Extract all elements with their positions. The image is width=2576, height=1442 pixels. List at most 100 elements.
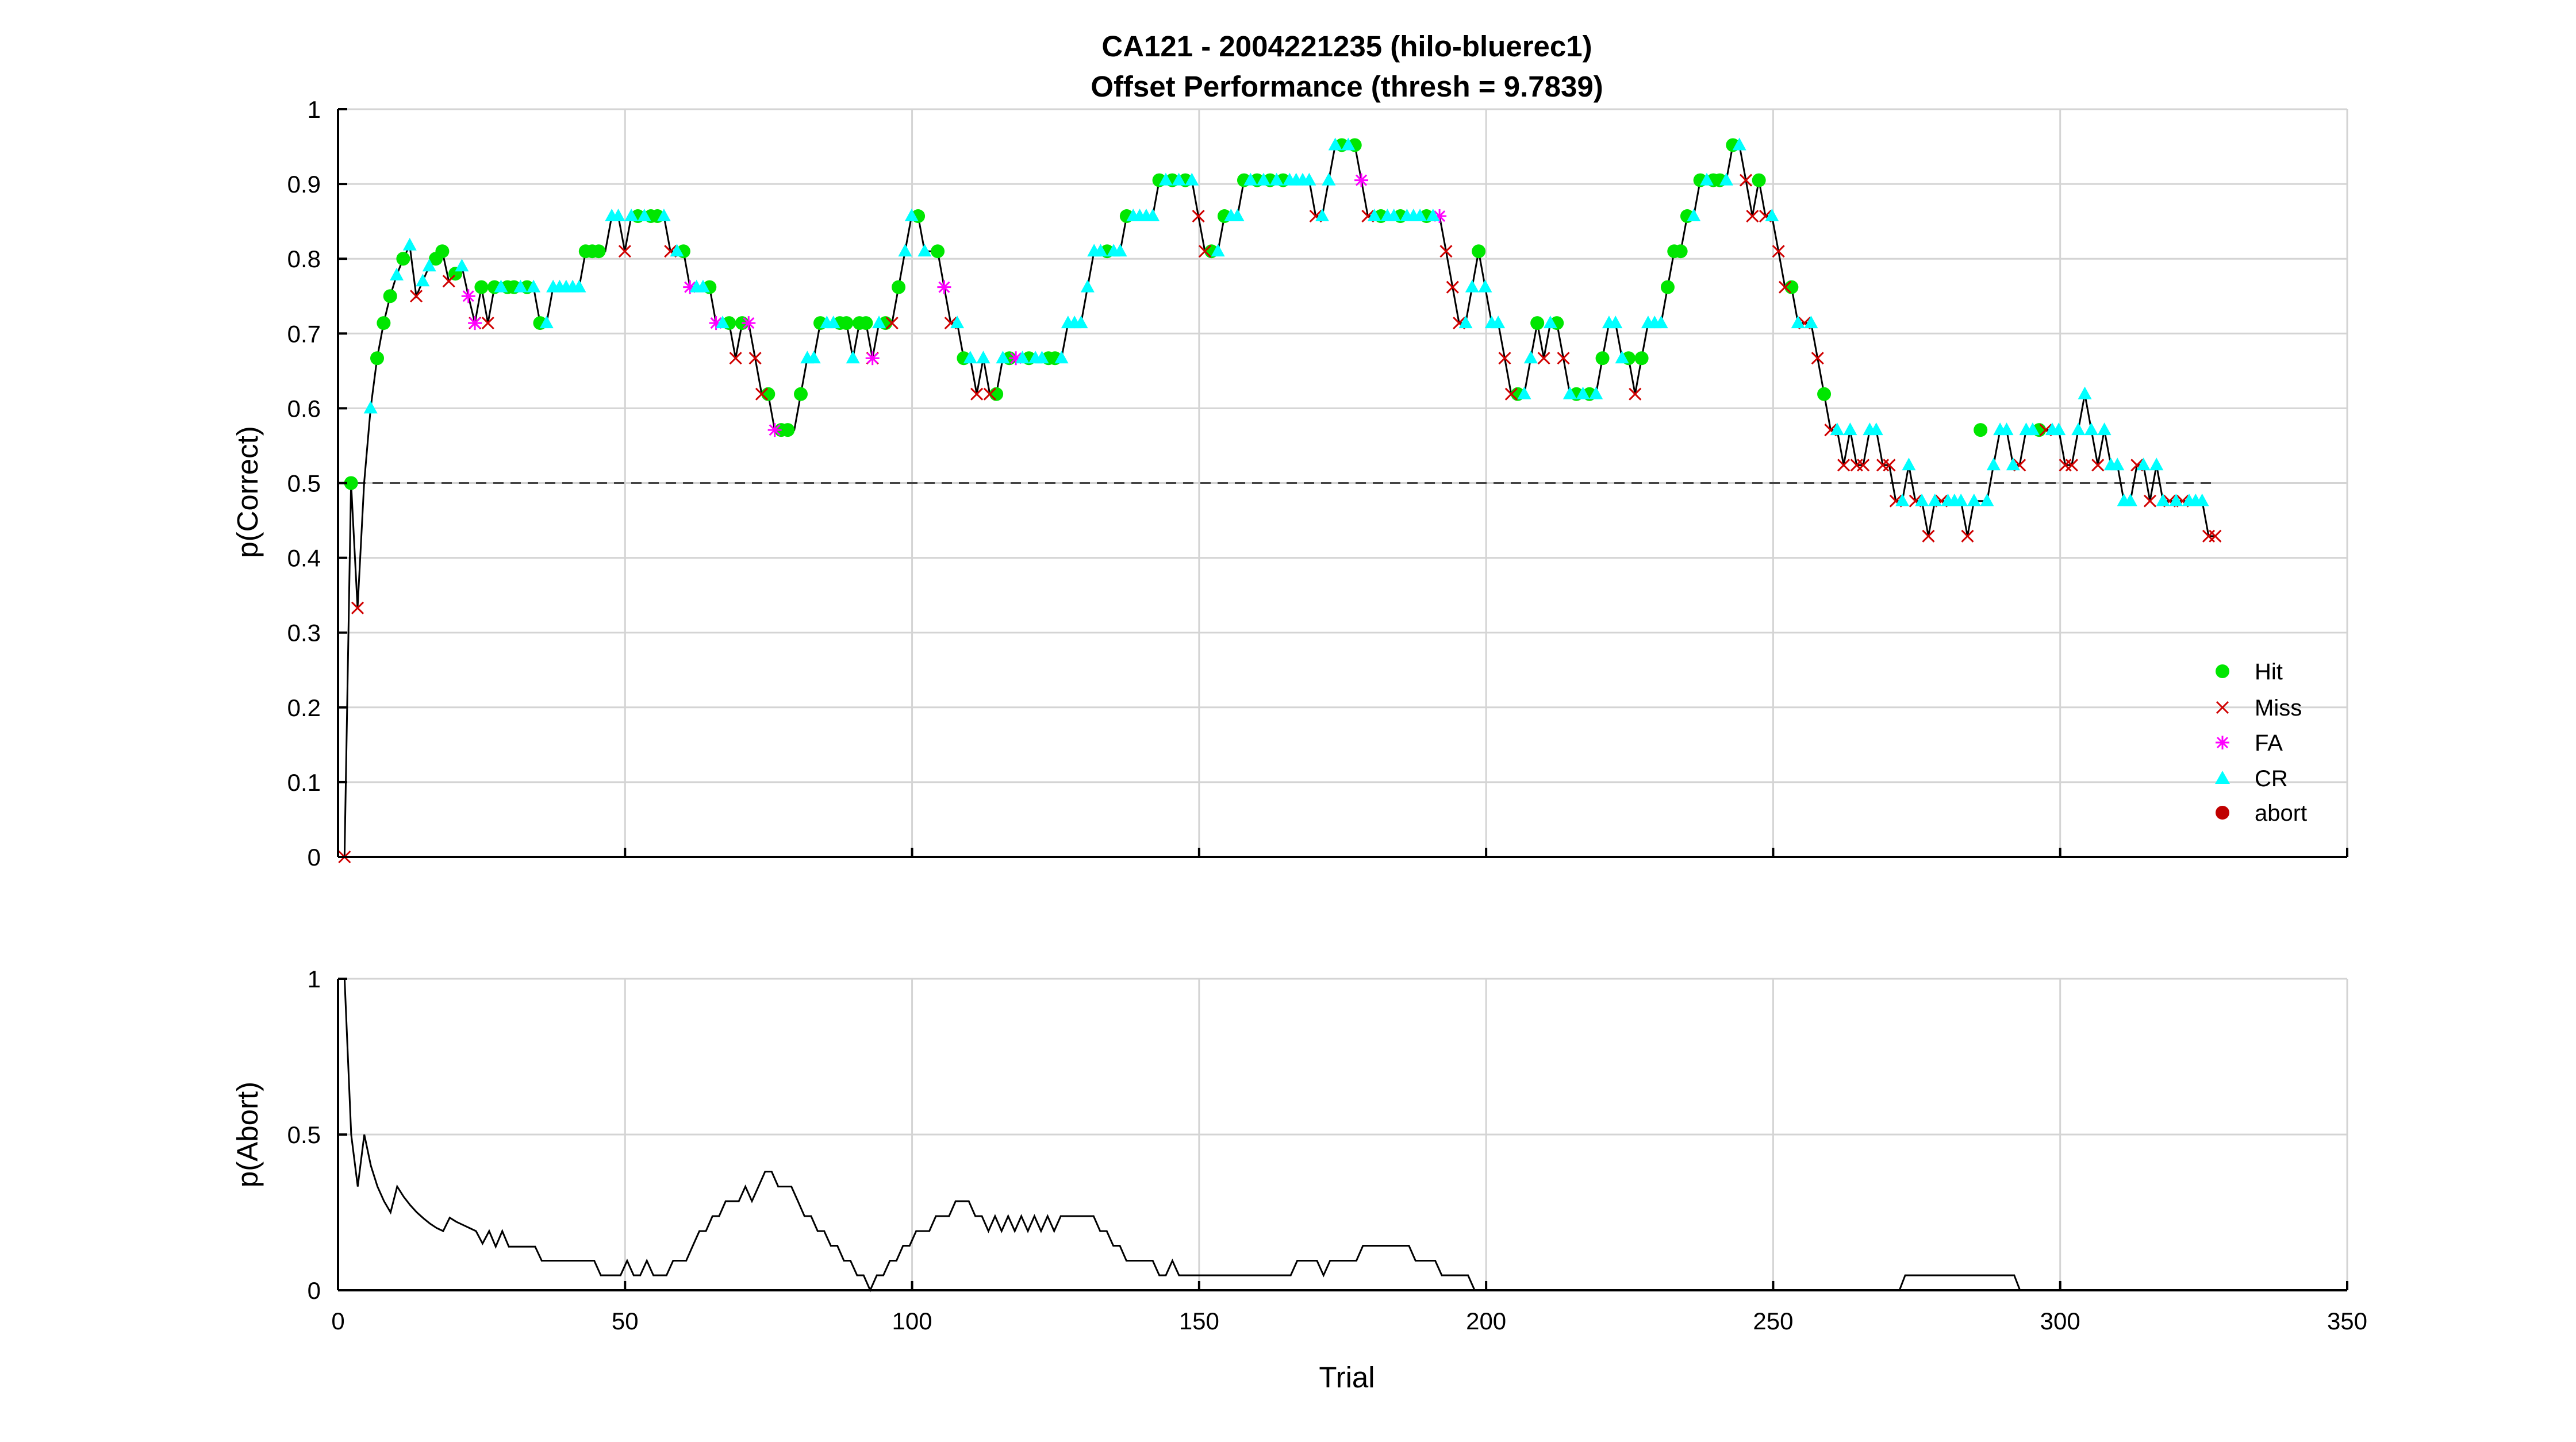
hit-point — [474, 280, 489, 294]
cr-point — [2006, 457, 2020, 471]
hit-point — [435, 244, 450, 259]
cr-point — [1015, 351, 1030, 364]
hit-point — [1752, 173, 1766, 187]
cr-point — [2169, 493, 2183, 506]
y-tick-label: 0 — [308, 1277, 321, 1304]
cr-point — [1830, 422, 1844, 436]
cr-point — [1256, 172, 1270, 186]
hit-point — [592, 244, 606, 259]
miss-point — [1746, 209, 1759, 223]
cr-point — [1054, 351, 1069, 364]
legend: Hit Miss FA CR abort — [2215, 659, 2307, 826]
fa-point — [742, 316, 756, 330]
cr-point — [1589, 386, 1603, 399]
cr-point — [996, 351, 1010, 364]
y-tick-label: 0.6 — [287, 395, 321, 422]
cr-point — [2025, 422, 2040, 436]
cr-point — [1113, 244, 1127, 257]
legend-abort-marker — [2216, 806, 2229, 820]
miss-point — [1439, 245, 1453, 258]
cr-point — [1719, 172, 1733, 186]
cr-point — [807, 351, 821, 364]
cr-point — [1185, 172, 1199, 186]
cr-point — [1035, 351, 1049, 364]
cr-point — [1243, 172, 1258, 186]
miss-point — [1739, 174, 1753, 187]
hit-point — [839, 316, 854, 330]
cr-point — [976, 351, 991, 364]
chart-subtitle: Offset Performance (thresh = 9.7839) — [1091, 70, 1603, 103]
cr-point — [1172, 172, 1186, 186]
x-tick-label: 0 — [331, 1308, 344, 1335]
cr-point — [1999, 422, 2014, 436]
miss-point — [970, 387, 984, 401]
cr-point — [963, 351, 977, 364]
hit-point — [761, 387, 776, 401]
cr-point — [1608, 316, 1623, 329]
hit-point — [1673, 244, 1688, 259]
y-tick-label: 0.3 — [287, 620, 321, 647]
top-y-axis-label: p(Correct) — [231, 426, 264, 558]
cr-point — [1517, 386, 1531, 399]
y-tick-label: 0.2 — [287, 694, 321, 721]
legend-item-abort: abort — [2216, 801, 2307, 826]
y-tick-label: 0.8 — [287, 245, 321, 272]
p-abort-line — [338, 978, 2021, 1293]
markers-cr — [363, 137, 2209, 506]
cr-point — [2149, 457, 2164, 471]
top-plot: 0 0.1 0.2 0.3 0.4 0.5 0.6 0.7 0.8 0.9 1 p(Correct) — [231, 96, 2348, 871]
hit-point — [931, 244, 945, 259]
hit-point — [781, 423, 795, 437]
miss-point — [729, 352, 742, 365]
cr-point — [1967, 493, 1981, 506]
top-axes — [337, 108, 2348, 858]
cr-point — [950, 316, 965, 329]
miss-point — [1192, 209, 1205, 223]
legend-hit-label: Hit — [2255, 659, 2283, 685]
cr-point — [2052, 422, 2066, 436]
cr-point — [637, 209, 651, 222]
hit-point — [383, 289, 397, 303]
cr-point — [1576, 386, 1590, 399]
cr-point — [1804, 316, 1818, 329]
hit-point — [1784, 280, 1799, 294]
hit-point — [1595, 351, 1610, 366]
legend-cr-marker — [2215, 771, 2230, 784]
y-tick-label: 0.9 — [287, 171, 321, 198]
miss-point — [983, 387, 996, 401]
hit-point — [1634, 351, 1649, 366]
cr-point — [1426, 209, 1440, 222]
miss-point — [351, 601, 364, 614]
cr-point — [455, 259, 469, 272]
cr-point — [696, 279, 710, 293]
legend-cr-label: CR — [2255, 766, 2288, 791]
cr-point — [1458, 316, 1473, 329]
cr-point — [1869, 422, 1883, 436]
miss-point — [1504, 387, 1518, 401]
cr-point — [1615, 351, 1629, 364]
fa-point — [461, 289, 475, 303]
miss-point — [1629, 387, 1642, 401]
cr-point — [1302, 172, 1316, 186]
legend-miss-label: Miss — [2255, 695, 2302, 721]
cr-point — [363, 401, 378, 414]
x-tick-labels: 0 50 100 150 200 250 300 350 — [331, 1308, 2367, 1335]
x-tick-label: 100 — [892, 1308, 932, 1335]
cr-point — [1074, 316, 1088, 329]
cr-point — [1146, 209, 1160, 222]
hit-point — [1974, 423, 1988, 437]
legend-miss-marker — [2216, 701, 2229, 714]
cr-point — [2156, 493, 2170, 506]
x-tick-label: 200 — [1466, 1308, 1506, 1335]
cr-point — [2084, 422, 2098, 436]
fa-point — [468, 316, 482, 330]
cr-point — [1478, 279, 1492, 293]
hit-point — [892, 280, 906, 294]
cr-point — [1328, 137, 1342, 151]
y-tick-label: 0.5 — [287, 1121, 321, 1148]
hit-point — [1530, 316, 1545, 330]
cr-point — [1315, 209, 1330, 222]
bottom-y-tick-labels: 00.51 — [287, 966, 321, 1304]
x-tick-label: 300 — [2040, 1308, 2080, 1335]
